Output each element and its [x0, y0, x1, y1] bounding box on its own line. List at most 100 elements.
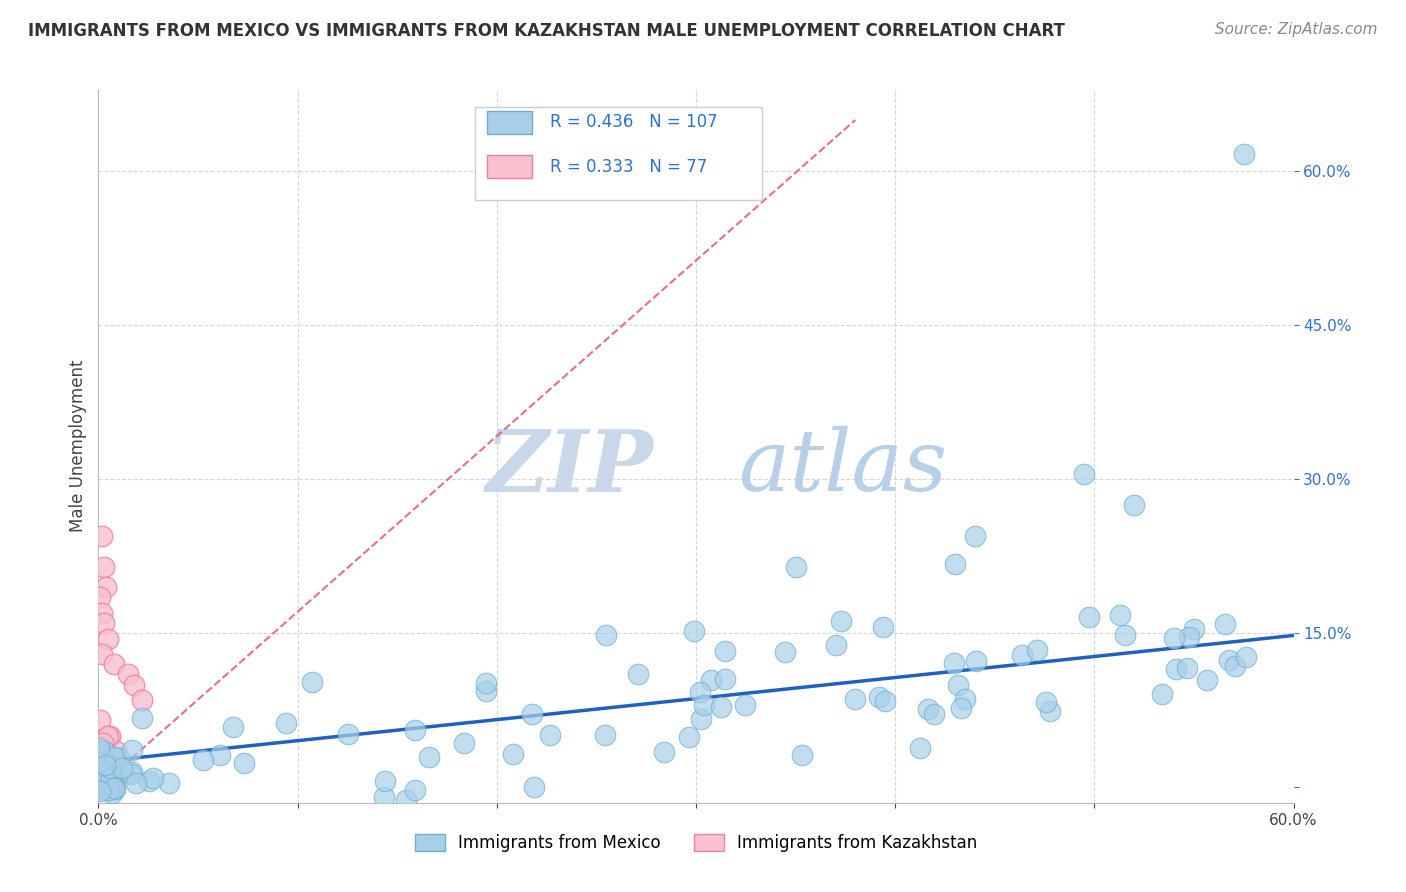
Point — [91, 764, 114, 778]
Point — [713, 643, 735, 657]
Point — [93, 764, 115, 779]
Point — [91, 765, 114, 780]
Point — [93, 753, 115, 767]
Point — [98, 771, 121, 785]
Point — [103, 771, 125, 785]
Point — [91, 750, 114, 764]
Point — [97, 773, 120, 788]
Point — [689, 712, 711, 726]
Point — [208, 747, 231, 762]
Legend: Immigrants from Mexico, Immigrants from Kazakhstan: Immigrants from Mexico, Immigrants from … — [408, 827, 984, 859]
Point — [96, 580, 118, 594]
Point — [475, 684, 498, 698]
Point — [93, 772, 115, 786]
Point — [1073, 467, 1095, 482]
Point — [100, 774, 122, 789]
Point — [90, 769, 112, 783]
Point — [117, 667, 139, 681]
Point — [87, 772, 110, 787]
Point — [91, 747, 114, 761]
Point — [94, 758, 117, 772]
Point — [1109, 607, 1132, 622]
Point — [678, 730, 700, 744]
Point — [97, 783, 120, 797]
Point — [96, 778, 118, 792]
Point — [100, 768, 122, 782]
Point — [97, 729, 120, 743]
Point — [91, 768, 114, 782]
Point — [395, 793, 418, 807]
Point — [101, 775, 124, 789]
Point — [89, 591, 111, 605]
Point — [87, 764, 110, 778]
Point — [138, 774, 160, 789]
Point — [404, 723, 426, 738]
Point — [108, 751, 131, 765]
Point — [1234, 650, 1257, 665]
Text: IMMIGRANTS FROM MEXICO VS IMMIGRANTS FROM KAZAKHSTAN MALE UNEMPLOYMENT CORRELATI: IMMIGRANTS FROM MEXICO VS IMMIGRANTS FRO… — [28, 22, 1064, 40]
Point — [775, 645, 797, 659]
Bar — [486, 155, 533, 178]
Point — [89, 763, 111, 777]
Point — [96, 772, 118, 786]
Point — [922, 706, 945, 721]
Point — [87, 753, 110, 767]
Point — [404, 783, 426, 797]
Point — [89, 768, 111, 782]
Point — [955, 692, 977, 706]
Point — [868, 690, 890, 705]
Point — [89, 772, 111, 787]
Point — [1163, 631, 1185, 645]
Point — [830, 614, 852, 628]
Point — [1078, 610, 1101, 624]
Point — [502, 747, 524, 761]
Point — [418, 750, 440, 764]
Point — [191, 753, 214, 767]
Point — [93, 748, 115, 763]
Point — [1223, 658, 1246, 673]
Point — [538, 728, 561, 742]
Point — [844, 691, 866, 706]
Point — [101, 773, 124, 788]
Point — [1182, 622, 1205, 636]
Point — [121, 764, 143, 779]
Point — [91, 756, 114, 770]
Point — [90, 772, 112, 787]
Point — [93, 616, 115, 631]
Point — [1123, 498, 1146, 512]
Point — [87, 756, 110, 770]
Point — [93, 754, 115, 768]
Point — [98, 770, 121, 784]
Point — [1233, 147, 1256, 161]
Point — [98, 749, 121, 764]
Point — [949, 701, 972, 715]
Point — [654, 745, 676, 759]
Point — [94, 763, 117, 777]
Point — [104, 744, 127, 758]
Point — [825, 638, 848, 652]
Point — [872, 620, 894, 634]
Point — [682, 624, 704, 639]
Point — [873, 694, 896, 708]
Point — [301, 674, 323, 689]
Point — [917, 701, 939, 715]
Point — [94, 771, 117, 785]
Point — [89, 714, 111, 728]
Text: atlas: atlas — [738, 426, 946, 508]
Point — [101, 761, 124, 775]
Point — [90, 769, 112, 783]
Point — [91, 781, 114, 796]
Point — [103, 776, 125, 790]
Point — [94, 770, 117, 784]
Text: R = 0.333   N = 77: R = 0.333 N = 77 — [550, 158, 707, 176]
Point — [87, 740, 110, 755]
FancyBboxPatch shape — [475, 107, 762, 200]
Point — [1166, 662, 1188, 676]
Text: R = 0.436   N = 107: R = 0.436 N = 107 — [550, 113, 718, 131]
Y-axis label: Male Unemployment: Male Unemployment — [69, 359, 87, 533]
Point — [1026, 643, 1049, 657]
Point — [89, 754, 111, 768]
Point — [523, 780, 546, 794]
Point — [91, 773, 114, 788]
Point — [90, 766, 112, 780]
